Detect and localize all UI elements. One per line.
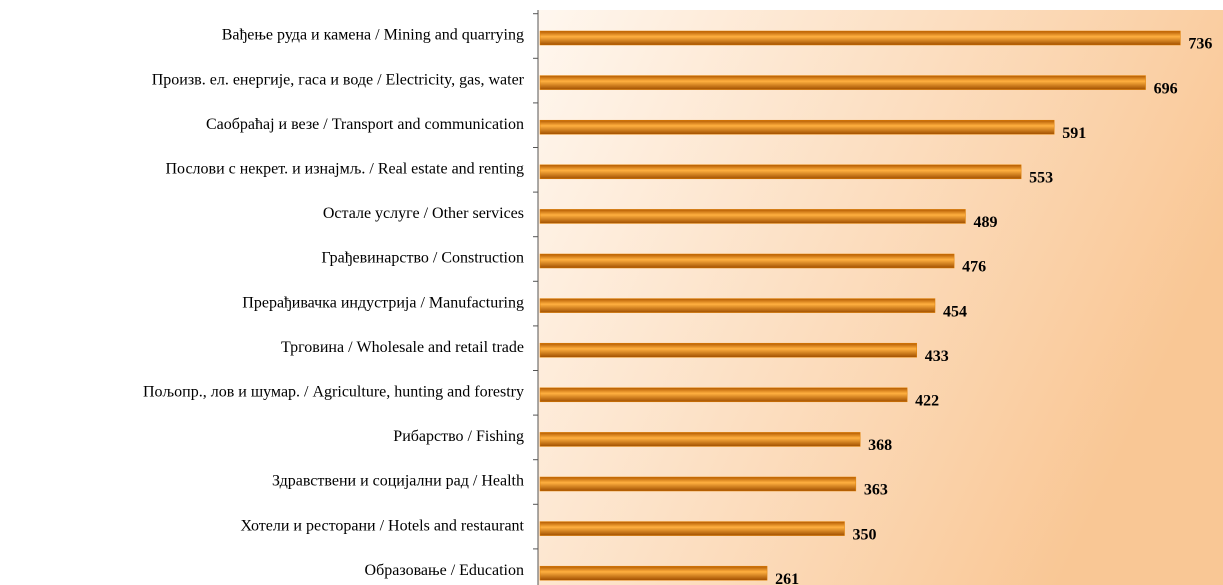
y-tick-label: Пољопр., лов и шумар. / Agriculture, hun… bbox=[143, 383, 524, 400]
bar bbox=[539, 253, 955, 269]
y-tick-label: Трговина / Wholesale and retail trade bbox=[281, 339, 524, 356]
value-label: 261 bbox=[775, 571, 799, 585]
bar bbox=[539, 521, 845, 536]
y-tick-label: Прерађивачка индустрија / Manufacturing bbox=[242, 294, 524, 311]
y-tick-label: Хотели и ресторани / Hotels and restaura… bbox=[240, 517, 524, 534]
bar bbox=[539, 432, 861, 447]
bar bbox=[539, 30, 1181, 46]
value-label: 696 bbox=[1154, 80, 1178, 97]
y-tick-label: Рибарство / Fishing bbox=[393, 428, 524, 445]
value-label: 553 bbox=[1029, 169, 1053, 186]
bar bbox=[539, 298, 936, 313]
bar bbox=[539, 565, 768, 581]
value-label: 736 bbox=[1188, 36, 1212, 53]
bar bbox=[539, 75, 1146, 90]
value-label: 433 bbox=[925, 348, 949, 365]
plot-area bbox=[538, 10, 1223, 585]
bar bbox=[539, 209, 966, 224]
value-label: 454 bbox=[943, 303, 967, 320]
y-tick-label: Здравствени и социјални рад / Health bbox=[272, 473, 524, 490]
y-tick-label: Произв. ел. енергије, гаса и воде / Elec… bbox=[152, 71, 525, 88]
bar bbox=[539, 342, 917, 358]
value-label: 489 bbox=[973, 214, 997, 231]
value-label: 350 bbox=[853, 526, 877, 543]
y-tick-label: Грађевинарство / Construction bbox=[321, 250, 524, 267]
y-tick-label: Послови с некрет. и изнајмљ. / Real esta… bbox=[165, 160, 524, 177]
y-tick-label: Вађење руда и камена / Mining and quarry… bbox=[222, 27, 524, 44]
value-label: 591 bbox=[1062, 125, 1086, 142]
value-label: 363 bbox=[864, 482, 888, 499]
y-tick-label: Остале услуге / Other services bbox=[323, 205, 524, 222]
bar bbox=[539, 387, 908, 403]
bar bbox=[539, 119, 1055, 135]
value-label: 422 bbox=[915, 392, 939, 409]
y-tick-label: Саобраћај и везе / Transport and communi… bbox=[206, 116, 524, 133]
value-label: 368 bbox=[868, 437, 892, 454]
value-label: 476 bbox=[962, 259, 986, 276]
y-tick-label: Образовање / Education bbox=[365, 562, 524, 579]
bar bbox=[539, 164, 1022, 180]
bar bbox=[539, 476, 857, 492]
